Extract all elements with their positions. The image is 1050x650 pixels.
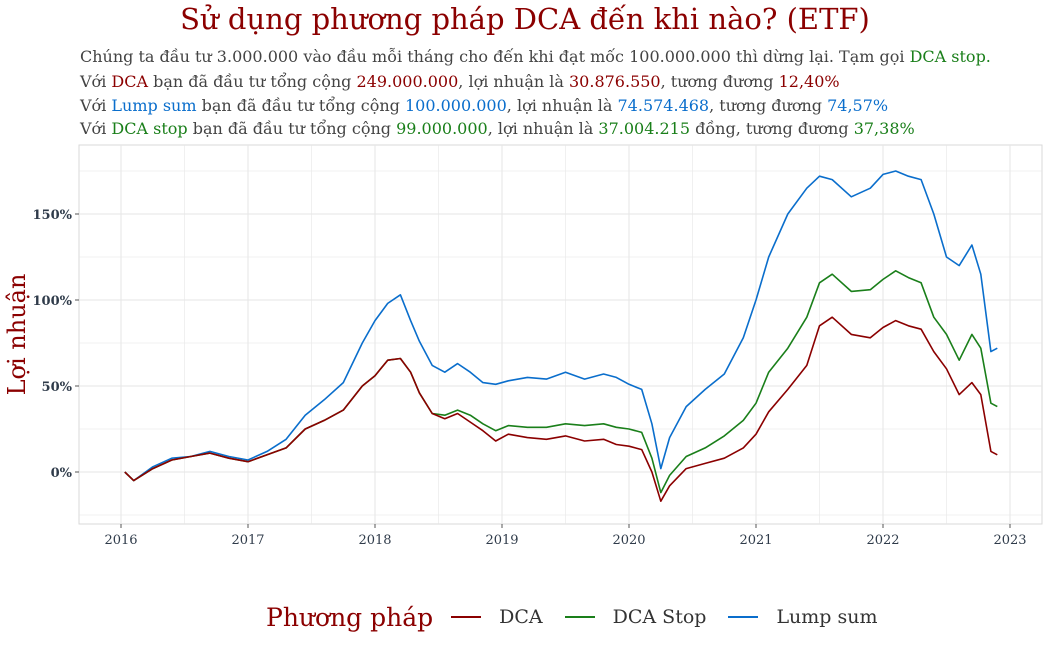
dca-stop-invested-value: 99.000.000 <box>396 119 488 138</box>
dca-invested-value: 249.000.000 <box>356 72 459 91</box>
series-line-lump-sum <box>124 170 998 482</box>
y-tick-label: 100% <box>33 294 73 309</box>
subtitle-text: , lợi nhuận là <box>458 72 569 91</box>
subtitle-text: bạn đã đầu tư tổng cộng <box>196 96 405 115</box>
y-axis-label: Lợi nhuận <box>3 274 31 396</box>
lump-sum-invested-value: 100.000.000 <box>404 96 507 115</box>
x-tick-label: 2023 <box>993 533 1026 548</box>
subtitle-text: , tương đương <box>709 96 828 115</box>
x-tick-label: 2018 <box>358 533 391 548</box>
legend-item-dca: DCA <box>451 606 543 628</box>
line-chart: 0% 50% 100% 150% 2016 2017 2018 2019 2020 2021 202… <box>3 144 1043 548</box>
y-tick-label: 0% <box>51 466 73 481</box>
dca-profit-value: 30.876.550 <box>569 72 661 91</box>
subtitle-line-dca-stop: Với DCA stop bạn đã đầu tư tổng cộng 99.… <box>80 119 915 138</box>
legend-label-dca: DCA <box>499 606 543 628</box>
legend-label-lump-sum: Lump sum <box>776 606 878 628</box>
subtitle-text: bạn đã đầu tư tổng cộng <box>187 119 397 138</box>
y-tick-label: 50% <box>42 380 73 395</box>
subtitle-line-1: Chúng ta đầu tư 3.000.000 vào đầu mỗi th… <box>80 47 991 66</box>
y-tick-label: 150% <box>33 208 73 223</box>
dca-stop-keyword: DCA stop <box>111 119 188 138</box>
lump-sum-keyword: Lump sum <box>111 96 197 115</box>
legend-key-dca <box>451 616 482 618</box>
x-tick-label: 2017 <box>231 533 264 548</box>
legend-label-dca-stop: DCA Stop <box>612 606 707 628</box>
subtitle-line-dca: Với DCA bạn đã đầu tư tổng cộng 249.000.… <box>80 72 840 91</box>
x-tick-label: 2020 <box>612 533 645 548</box>
dca-stop-percent-value: 37,38% <box>853 119 915 138</box>
dca-stop-keyword: DCA stop. <box>909 47 991 66</box>
x-tick-label: 2021 <box>739 533 772 548</box>
legend-key-lump-sum <box>728 616 759 618</box>
chart-title: Sử dụng phương pháp DCA đến khi nào? (ET… <box>180 2 870 36</box>
subtitle-text: Với <box>80 96 112 115</box>
subtitle-text: bạn đã đầu tư tổng cộng <box>148 72 357 91</box>
legend: Phương pháp DCA DCA Stop Lump sum <box>266 600 900 634</box>
dca-stop-profit-value: 37.004.215 <box>598 119 691 138</box>
legend-title: Phương pháp <box>266 602 434 632</box>
subtitle-text: đồng, tương đương <box>690 119 854 138</box>
subtitle-text: Chúng ta đầu tư 3.000.000 vào đầu mỗi th… <box>80 47 910 66</box>
subtitle-text: , tương đương <box>660 72 779 91</box>
legend-item-lump-sum: Lump sum <box>728 606 878 628</box>
x-tick-label: 2022 <box>866 533 899 548</box>
x-tick-label: 2016 <box>104 533 137 548</box>
subtitle-line-lump-sum: Với Lump sum bạn đã đầu tư tổng cộng 100… <box>80 96 888 115</box>
dca-keyword: DCA <box>111 72 149 91</box>
subtitle-text: Với <box>80 119 112 138</box>
legend-item-dca-stop: DCA Stop <box>564 606 707 628</box>
subtitle-text: Với <box>80 72 112 91</box>
lump-sum-profit-value: 74.574.468 <box>617 96 710 115</box>
series-line-dca <box>124 316 998 503</box>
subtitle-text: , lợi nhuận là <box>506 96 618 115</box>
lump-sum-percent-value: 74,57% <box>827 96 889 115</box>
dca-percent-value: 12,40% <box>778 72 840 91</box>
plot-panel <box>78 144 1043 525</box>
x-tick-label: 2019 <box>485 533 518 548</box>
subtitle-text: , lợi nhuận là <box>487 119 599 138</box>
legend-key-dca-stop <box>564 616 595 618</box>
